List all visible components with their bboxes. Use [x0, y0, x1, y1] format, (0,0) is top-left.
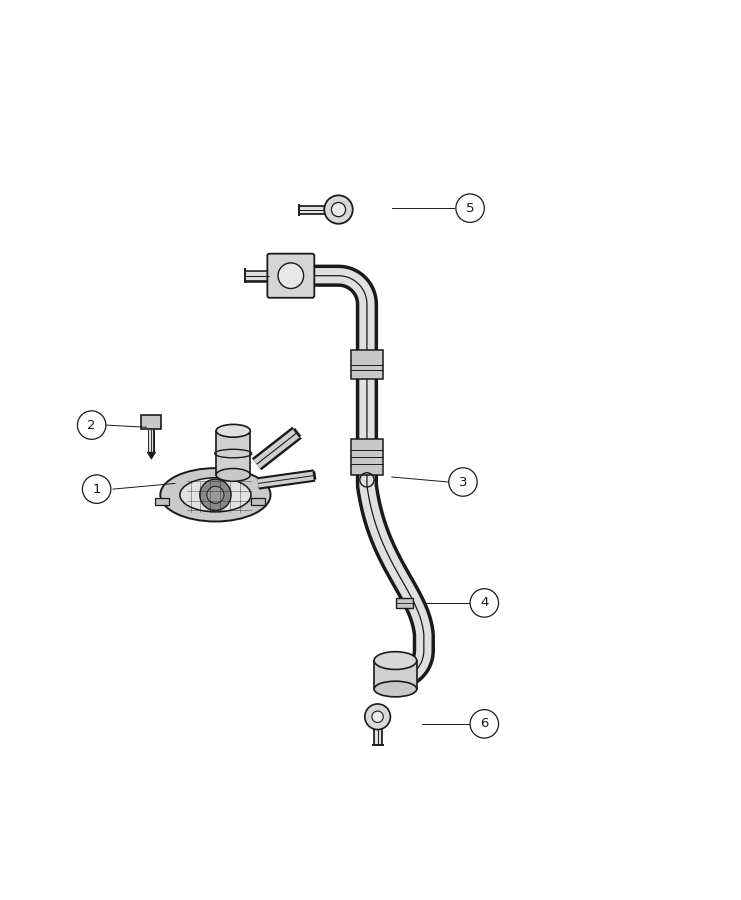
Ellipse shape	[374, 681, 416, 697]
Text: 6: 6	[480, 717, 488, 731]
Bar	[351, 350, 382, 379]
Polygon shape	[147, 452, 156, 459]
Bar	[374, 661, 416, 689]
Circle shape	[278, 263, 304, 289]
Bar	[396, 598, 413, 608]
Bar	[251, 498, 265, 505]
Circle shape	[207, 486, 224, 503]
Circle shape	[77, 411, 106, 439]
Circle shape	[456, 194, 485, 222]
Ellipse shape	[180, 478, 251, 512]
Circle shape	[365, 704, 391, 730]
Circle shape	[331, 202, 345, 217]
Circle shape	[200, 479, 231, 510]
Bar	[351, 439, 382, 475]
Ellipse shape	[216, 425, 250, 437]
Text: 2: 2	[87, 418, 96, 432]
Bar	[216, 431, 250, 475]
Text: 1: 1	[93, 482, 101, 496]
Circle shape	[372, 711, 383, 723]
Circle shape	[470, 589, 499, 617]
Circle shape	[325, 195, 353, 224]
Ellipse shape	[216, 469, 250, 482]
Bar	[155, 498, 169, 505]
Text: 3: 3	[459, 475, 468, 489]
Ellipse shape	[374, 652, 416, 670]
Circle shape	[82, 475, 111, 503]
Text: 4: 4	[480, 597, 488, 609]
Ellipse shape	[160, 468, 270, 521]
Circle shape	[470, 709, 499, 738]
Text: 5: 5	[466, 202, 474, 214]
FancyBboxPatch shape	[268, 254, 314, 298]
Bar	[142, 415, 162, 429]
Circle shape	[449, 468, 477, 496]
